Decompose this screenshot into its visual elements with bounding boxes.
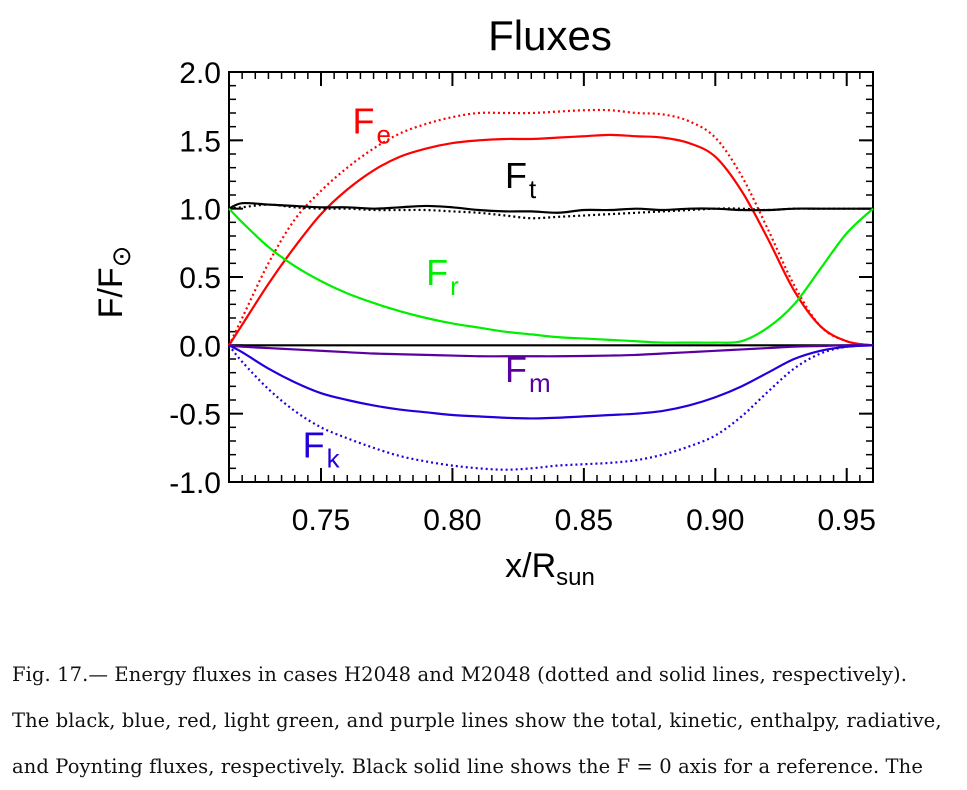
x-tick-label: 0.90 xyxy=(686,504,744,537)
caption-line: and Poynting fluxes, respectively. Black… xyxy=(12,755,923,778)
y-tick-label: 0.0 xyxy=(179,330,221,363)
curve-label: Fk xyxy=(303,424,341,473)
y-axis-label: F/F⊙ xyxy=(92,246,136,319)
y-tick-label: 2.0 xyxy=(179,57,221,90)
x-tick-label: 0.95 xyxy=(818,504,876,537)
flux-chart: Fluxes 0.75 0.80 0.85 0.90 0.952.01.51.00.50… xyxy=(92,12,876,591)
y-tick-label: -1.0 xyxy=(169,467,221,500)
x-tick-label: 0.85 xyxy=(555,504,613,537)
chart-title: Fluxes xyxy=(488,12,612,59)
caption-line: The black, blue, red, light green, and p… xyxy=(12,709,942,732)
y-tick-label: -0.5 xyxy=(169,399,221,432)
x-axis-label-main: x/R xyxy=(505,547,556,585)
y-axis-label-sub: ⊙ xyxy=(106,246,136,268)
y-tick-label: 0.5 xyxy=(179,262,221,295)
series-line xyxy=(228,108,874,347)
plot-frame xyxy=(228,71,874,483)
figure-caption: Fig. 17.— Energy fluxes in cases H2048 a… xyxy=(12,652,957,790)
series-line xyxy=(228,201,873,214)
curve-label: Fe xyxy=(353,101,391,150)
y-axis-label-main: F/F xyxy=(92,267,130,318)
x-axis-label-sub: sun xyxy=(556,564,595,591)
x-tick-label: 0.75 xyxy=(292,504,350,537)
x-axis-label: x/Rsun xyxy=(505,547,595,591)
series-line xyxy=(228,133,874,347)
series-line xyxy=(228,207,874,344)
series-line xyxy=(228,203,873,220)
series-line xyxy=(228,344,874,420)
curve-label: Ft xyxy=(505,155,537,204)
caption-line: Fig. 17.— Energy fluxes in cases H2048 a… xyxy=(12,663,908,686)
curve-label: Fr xyxy=(426,252,459,301)
series-line xyxy=(228,344,874,471)
x-tick-label: 0.80 xyxy=(423,504,481,537)
svg-text:x/Rsun: x/Rsun xyxy=(505,547,595,591)
series-line xyxy=(228,344,874,358)
svg-text:F/F⊙: F/F⊙ xyxy=(92,246,136,319)
y-tick-label: 1.0 xyxy=(179,194,221,227)
curve-label: Fm xyxy=(505,349,551,398)
y-tick-label: 1.5 xyxy=(179,125,221,158)
plot-area: 0.75 0.80 0.85 0.90 0.95 2.0 1.5 1.0 0.5 0.0 -0.5 -… xyxy=(169,57,876,537)
